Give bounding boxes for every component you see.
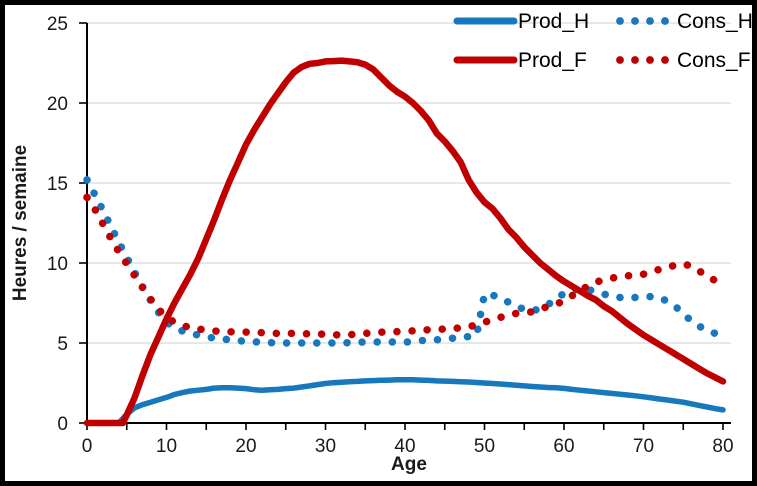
legend-sample-dot-Cons_H xyxy=(631,17,639,25)
legend-sample-dot-Cons_F xyxy=(646,56,654,64)
y-axis-title: Heures / semaine xyxy=(10,145,31,301)
series-lines xyxy=(83,57,727,427)
axis-labels: 0 10 20 30 40 50 60 70 80 0 5 10 15 20 25 Age Heures / s… xyxy=(10,14,734,475)
x-tick-label-20: 20 xyxy=(235,436,256,457)
legend-label-Prod_F: Prod_F xyxy=(518,49,587,72)
legend-sample-dot-Cons_H xyxy=(661,17,669,25)
y-tick-label-20: 20 xyxy=(47,94,68,115)
series-line-Prod_F xyxy=(83,57,727,427)
series-line-Cons_H xyxy=(83,176,727,347)
legend-sample-dot-Cons_F xyxy=(616,56,624,64)
x-tick-label-30: 30 xyxy=(315,436,336,457)
legend-label-Cons_F: Cons_F xyxy=(677,49,751,72)
x-tick-label-80: 80 xyxy=(712,436,733,457)
series-line-Prod_H xyxy=(84,377,726,426)
legend-sample-dot-Cons_F xyxy=(631,56,639,64)
x-axis-title: Age xyxy=(391,454,427,475)
x-tick-label-50: 50 xyxy=(474,436,495,457)
legend-sample-dot-Cons_H xyxy=(646,17,654,25)
y-tick-label-25: 25 xyxy=(47,14,68,35)
legend-label-Cons_H: Cons_H xyxy=(677,10,753,33)
y-tick-label-5: 5 xyxy=(57,334,68,355)
y-tick-label-10: 10 xyxy=(47,254,68,275)
legend-sample-dot-Cons_H xyxy=(616,17,624,25)
axes xyxy=(79,22,731,430)
y-tick-label-0: 0 xyxy=(57,414,68,435)
legend-sample-dot-Cons_F xyxy=(661,56,669,64)
x-tick-label-60: 60 xyxy=(553,436,574,457)
x-tick-label-0: 0 xyxy=(82,436,93,457)
series-line-Cons_F xyxy=(83,193,727,339)
x-tick-label-70: 70 xyxy=(633,436,654,457)
x-tick-label-10: 10 xyxy=(156,436,177,457)
x-tick-label-40: 40 xyxy=(394,436,415,457)
legend: Prod_H Cons_H Prod_F Cons_F xyxy=(453,10,753,72)
legend-label-Prod_H: Prod_H xyxy=(518,10,589,33)
y-tick-label-15: 15 xyxy=(47,174,68,195)
